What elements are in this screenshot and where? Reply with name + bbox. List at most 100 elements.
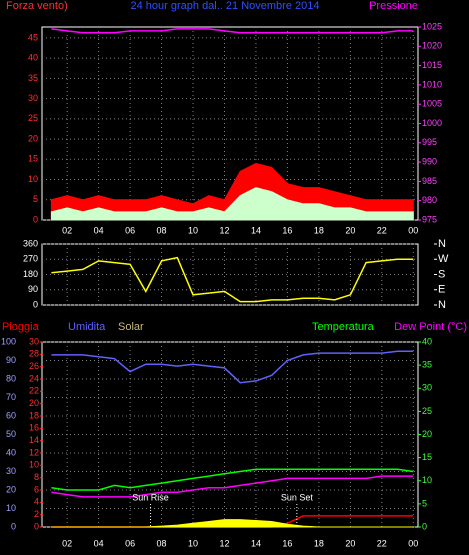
y-axis-label: Forza vento) [6,0,68,12]
y-tick-label: 4 [34,497,39,507]
x-tick-label: 00 [408,538,418,548]
y-tick-label: 40 [6,447,16,457]
y-tick-label: 90 [6,355,16,365]
y-tick-label: 20 [6,484,16,494]
x-tick-label: 10 [188,225,198,235]
x-tick-label: 06 [125,538,135,548]
series-line [51,475,414,498]
x-tick-label: 14 [251,225,261,235]
y-tick-label: 10 [6,503,16,513]
x-tick-label: 04 [94,225,104,235]
annotation: Sun Rise [132,492,169,502]
y-tick-label: 80 [6,373,16,383]
y-tick-label: 30 [422,383,432,393]
y-tick-label: 60 [6,410,16,420]
y-tick-label: 20 [422,429,432,439]
y-tick-label: 14 [29,435,39,445]
y-tick-label: 30 [29,336,39,346]
series-line [51,256,414,303]
y-tick-label: 25 [28,113,38,123]
x-tick-label: 22 [377,538,387,548]
y-tick-label: 22 [29,386,39,396]
y-tick-label: 5 [422,498,427,508]
y-tick-label: 90 [28,284,38,294]
x-tick-label: 16 [282,225,292,235]
series-area [51,519,414,528]
y-tick-label: 26 [29,361,39,371]
x-tick-label: 12 [219,225,229,235]
legend-entry: Pioggia [2,321,40,333]
y-tick-label: 1020 [422,41,442,51]
legend-entry: Pressione [369,0,418,12]
y-tick-label: 40 [28,53,38,63]
x-tick-label: 10 [188,538,198,548]
y-tick-label: 1015 [422,60,442,70]
x-tick-label: 20 [345,538,355,548]
x-tick-label: 18 [314,225,324,235]
x-tick-label: 06 [125,225,135,235]
y-tick-label: 1005 [422,99,442,109]
y-tick-label: E [438,284,445,296]
y-tick-label: 270 [23,254,38,264]
x-tick-label: 08 [157,538,167,548]
x-tick-label: 00 [408,225,418,235]
y-tick-label: 15 [422,452,432,462]
y-tick-label: 995 [422,137,437,147]
series-line [51,28,414,34]
x-tick-label: 02 [62,225,72,235]
y-tick-label: 100 [1,336,16,346]
y-tick-label: 18 [29,410,39,420]
y-tick-label: 35 [422,360,432,370]
y-tick-label: 6 [34,484,39,494]
y-tick-label: 0 [33,214,38,224]
y-tick-label: 1025 [422,21,442,31]
y-tick-label: 1010 [422,79,442,89]
x-tick-label: 18 [314,538,324,548]
x-tick-label: 20 [345,225,355,235]
y-tick-label: 975 [422,214,437,224]
x-tick-label: 08 [157,225,167,235]
y-tick-label: 5 [33,194,38,204]
y-tick-label: 25 [422,406,432,416]
y-tick-label: 28 [29,349,39,359]
series-line [51,468,414,491]
y-tick-label: 30 [6,466,16,476]
y-tick-label: 24 [29,373,39,383]
x-tick-label: 22 [377,225,387,235]
y-tick-label: 990 [422,156,437,166]
y-tick-label: 0 [33,299,38,309]
y-tick-label: 20 [28,133,38,143]
y-tick-label: 50 [6,429,16,439]
y-tick-label: 12 [29,447,39,457]
legend-entry: Dew Point (°C) [394,321,467,333]
y-tick-label: 30 [28,93,38,103]
x-tick-label: 16 [282,538,292,548]
y-tick-label: 35 [28,73,38,83]
y-tick-label: N [438,299,446,311]
y-tick-label: 180 [23,269,38,279]
y-tick-label: 15 [28,154,38,164]
y-tick-label: 0 [11,521,16,531]
legend-entry: Temperatura [312,321,375,333]
series-area [50,187,414,221]
annotation: Sun Set [281,492,314,502]
y-tick-label: 70 [6,392,16,402]
y-tick-label: 10 [29,460,39,470]
y-tick-label: 16 [29,423,39,433]
y-tick-label: 40 [422,336,432,346]
series-line [51,350,414,384]
y-tick-label: S [438,268,445,280]
y-tick-label: 10 [422,475,432,485]
y-tick-label: W [438,253,449,265]
x-tick-label: 14 [251,538,261,548]
y-tick-label: 2 [34,509,39,519]
legend-entry: Umidita [68,321,106,333]
y-tick-label: 0 [422,521,427,531]
y-tick-label: 1000 [422,118,442,128]
y-tick-label: 0 [34,521,39,531]
legend-entry: Solar [118,321,144,333]
y-tick-label: 20 [29,398,39,408]
y-tick-label: 985 [422,176,437,186]
y-tick-label: N [438,238,446,250]
